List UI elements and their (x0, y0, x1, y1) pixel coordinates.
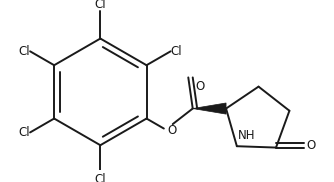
Text: Cl: Cl (18, 126, 30, 139)
Text: Cl: Cl (171, 45, 182, 58)
Text: NH: NH (238, 129, 256, 142)
Text: O: O (306, 139, 315, 152)
Polygon shape (193, 103, 226, 114)
Text: O: O (167, 124, 176, 137)
Text: Cl: Cl (18, 45, 30, 58)
Text: O: O (195, 80, 204, 93)
Text: Cl: Cl (95, 0, 106, 11)
Text: Cl: Cl (95, 173, 106, 182)
